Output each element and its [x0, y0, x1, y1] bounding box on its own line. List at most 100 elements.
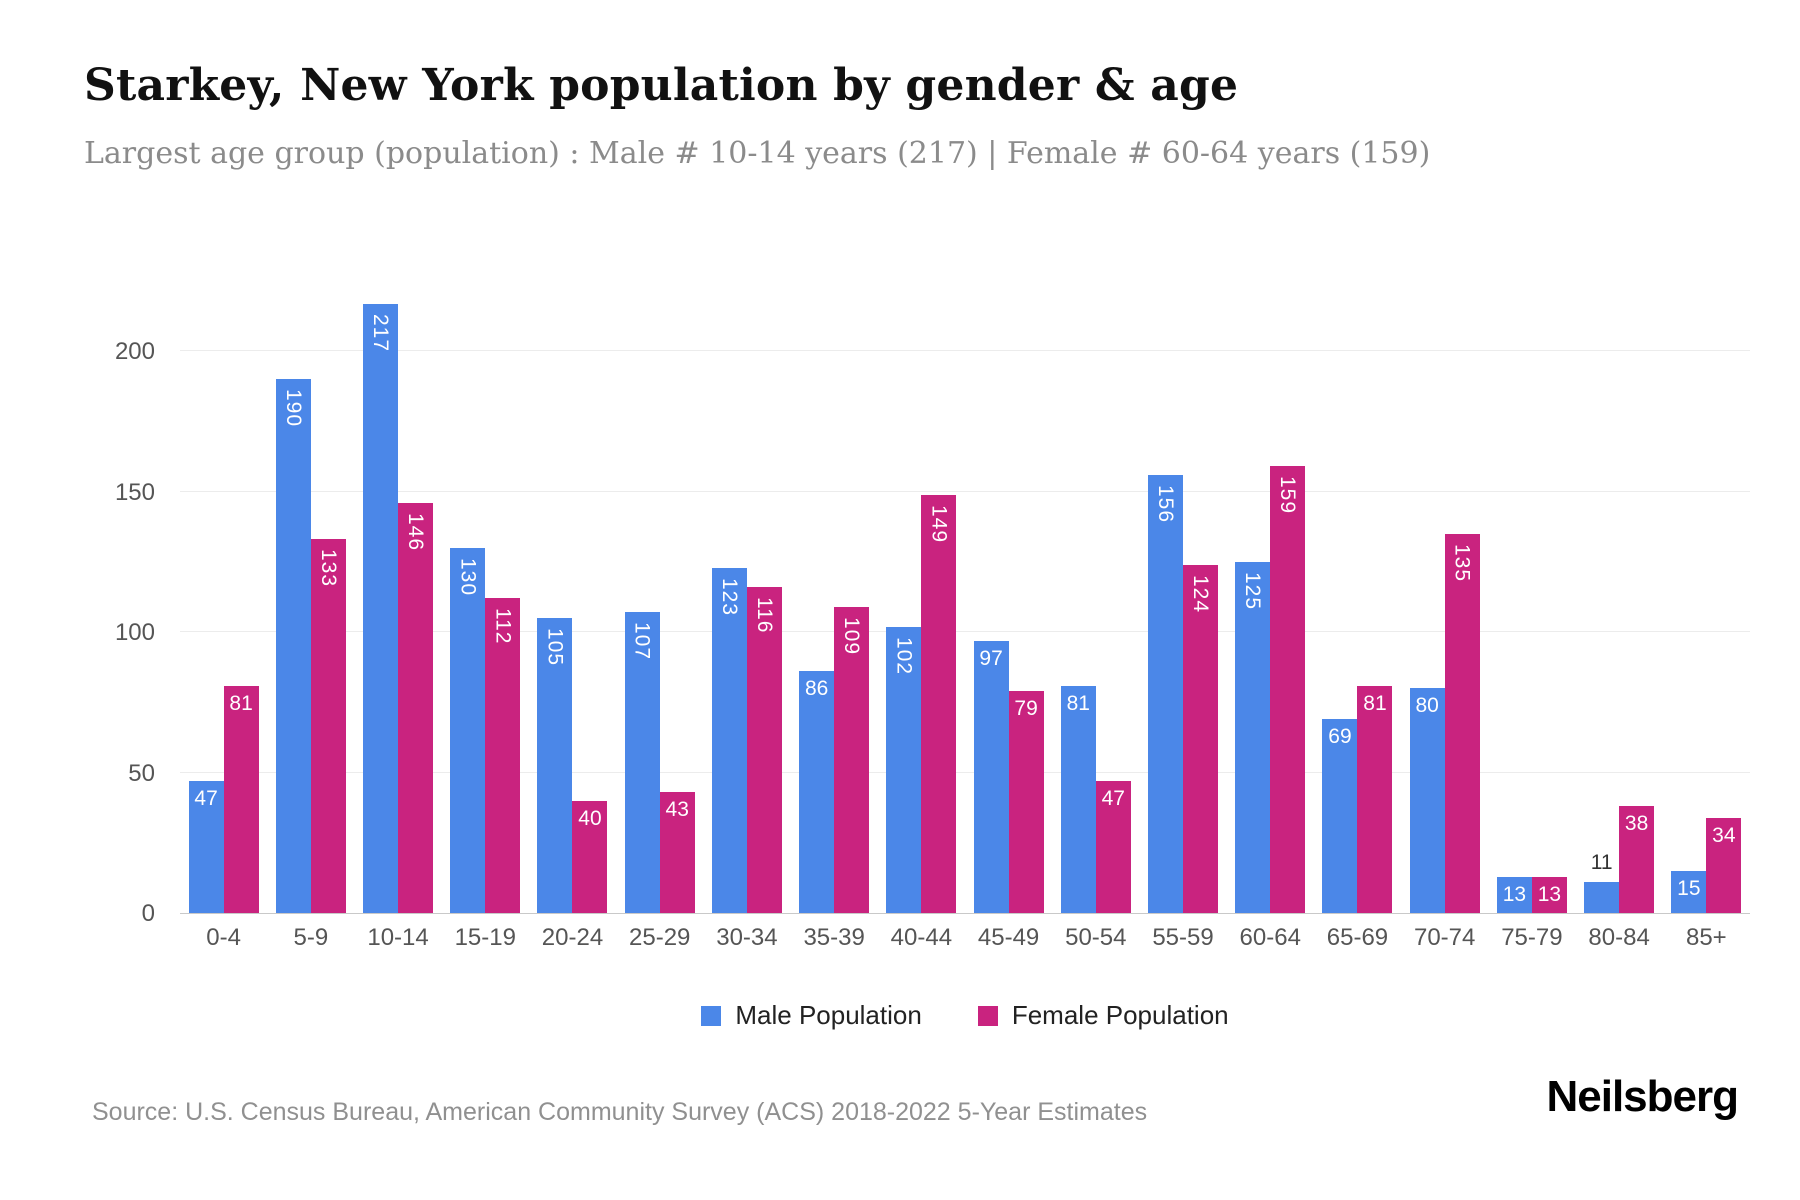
bar-value-label: 112 — [491, 608, 515, 645]
bar-value-label: 107 — [630, 622, 654, 661]
bar-value-label: 81 — [1363, 691, 1387, 715]
bar-value-label: 47 — [1101, 787, 1125, 810]
male-bar-50-54: 81 — [1060, 685, 1096, 913]
bar-group-0-4: 47 81 — [180, 268, 267, 913]
male-bar-20-24: 105 — [537, 618, 573, 913]
female-bar-70-74: 135 — [1444, 533, 1480, 913]
female-bar-60-64: 159 — [1270, 466, 1306, 913]
chart-subtitle: Largest age group (population) : Male # … — [84, 136, 1431, 171]
x-axis-label-80-84: 80-84 — [1588, 924, 1650, 951]
legend-swatch — [701, 1005, 722, 1026]
legend-item-male-population[interactable]: Male Population — [701, 1000, 922, 1031]
bar-series: 47 81 190 133 217 146 130 112 105 40 107 43 123 116 86… — [180, 268, 1750, 913]
bar-group-70-74: 80 135 — [1401, 268, 1488, 913]
y-tick-label-100: 100 — [114, 619, 155, 647]
female-bar-30-34: 116 — [746, 587, 782, 913]
legend: Male Population Female Population — [180, 1000, 1750, 1031]
bar-value-label: 69 — [1328, 725, 1352, 749]
female-bar-35-39: 109 — [834, 606, 870, 913]
male-bar-0-4: 47 — [188, 781, 224, 913]
x-axis-label-45-49: 45-49 — [977, 924, 1040, 951]
female-bar-80-84: 38 — [1619, 806, 1655, 913]
bar-value-label: 43 — [665, 798, 689, 822]
bar-group-25-29: 107 43 — [616, 268, 703, 913]
x-axis-label-60-64: 60-64 — [1239, 924, 1301, 951]
y-tick-label-0: 0 — [141, 900, 155, 927]
bar-group-65-69: 69 81 — [1314, 268, 1401, 913]
x-axis-label-70-74: 70-74 — [1413, 924, 1476, 951]
gridline-100 — [180, 631, 1750, 633]
bar-group-15-19: 130 112 — [442, 268, 529, 913]
male-bar-25-29: 107 — [624, 612, 660, 913]
female-bar-45-49: 79 — [1008, 691, 1044, 913]
x-axis-label-65-69: 65-69 — [1326, 924, 1389, 951]
y-tick-label-200: 200 — [114, 338, 155, 366]
female-bar-0-4: 81 — [223, 685, 259, 913]
male-bar-35-39: 86 — [799, 671, 835, 913]
bar-value-label: 79 — [1014, 697, 1038, 721]
bar-value-label: 80 — [1415, 694, 1439, 718]
bar-value-label: 81 — [1066, 691, 1090, 715]
gridline-150 — [180, 490, 1750, 492]
source-text: Source: U.S. Census Bureau, American Com… — [92, 1098, 1148, 1126]
x-axis-label-35-39: 35-39 — [803, 924, 865, 951]
bar-value-label: 146 — [404, 512, 428, 551]
bar-value-label: 13 — [1537, 882, 1562, 906]
bar-value-label: 124 — [1189, 574, 1213, 613]
bar-group-40-44: 102 149 — [878, 268, 965, 913]
bar-value-label: 133 — [316, 549, 340, 588]
female-bar-65-69: 81 — [1357, 685, 1393, 913]
bar-value-label: 11 — [1590, 851, 1613, 875]
bar-value-label: 109 — [840, 616, 864, 655]
legend-label: Male Population — [735, 1000, 922, 1030]
bar-value-label: 15 — [1677, 876, 1701, 900]
bar-value-label: 149 — [927, 504, 951, 543]
bar-value-label: 40 — [578, 806, 602, 830]
bar-value-label: 105 — [543, 628, 567, 667]
female-bar-5-9: 133 — [310, 539, 346, 913]
legend-item-female-population[interactable]: Female Population — [977, 1000, 1229, 1031]
male-bar-15-19: 130 — [450, 547, 486, 913]
brand-logo: Neilsberg — [1546, 1072, 1739, 1121]
female-bar-25-29: 43 — [659, 792, 695, 913]
y-tick-label-50: 50 — [128, 759, 155, 787]
bar-value-label: 190 — [281, 389, 305, 428]
x-axis-label-40-44: 40-44 — [890, 924, 953, 951]
bar-value-label: 116 — [752, 597, 776, 634]
female-bar-85+: 34 — [1706, 817, 1742, 913]
gridline-200 — [180, 350, 1750, 352]
y-tick-label-150: 150 — [114, 478, 155, 506]
bar-value-label: 125 — [1241, 571, 1265, 610]
bar-value-label: 81 — [229, 691, 253, 715]
bar-value-label: 34 — [1712, 823, 1736, 847]
bar-value-label: 156 — [1154, 484, 1178, 523]
legend-label: Female Population — [1011, 1000, 1229, 1030]
male-bar-45-49: 97 — [973, 640, 1009, 913]
x-axis-label-15-19: 15-19 — [454, 924, 516, 951]
male-bar-65-69: 69 — [1322, 719, 1358, 913]
male-bar-40-44: 102 — [886, 626, 922, 913]
female-bar-10-14: 146 — [398, 502, 434, 913]
male-bar-5-9: 190 — [275, 379, 311, 913]
bar-value-label: 130 — [456, 557, 480, 596]
y-axis: 0 50 100 150 200 — [0, 268, 155, 927]
bar-value-label: 102 — [892, 636, 916, 675]
bar-group-55-59: 156 124 — [1139, 268, 1226, 913]
female-bar-50-54: 47 — [1095, 781, 1131, 913]
bar-group-80-84: 11 38 — [1576, 268, 1663, 913]
male-bar-75-79: 13 — [1496, 876, 1532, 913]
x-axis-label-0-4: 0-4 — [206, 924, 241, 951]
bar-group-45-49: 97 79 — [965, 268, 1052, 913]
x-axis: 0-4 5-9 10-14 15-19 20-24 25-29 30-34 35-39 40-4… — [180, 924, 1750, 952]
x-axis-label-85+: 85+ — [1685, 924, 1727, 951]
male-bar-10-14: 217 — [363, 303, 399, 913]
bar-group-75-79: 13 13 — [1488, 268, 1575, 913]
legend-swatch — [977, 1005, 998, 1026]
x-axis-label-10-14: 10-14 — [367, 924, 429, 951]
bar-group-30-34: 123 116 — [703, 268, 790, 913]
x-axis-label-25-29: 25-29 — [629, 924, 691, 951]
gridline-50 — [180, 771, 1750, 773]
bar-group-85+: 15 34 — [1663, 268, 1750, 913]
bar-group-20-24: 105 40 — [529, 268, 616, 913]
